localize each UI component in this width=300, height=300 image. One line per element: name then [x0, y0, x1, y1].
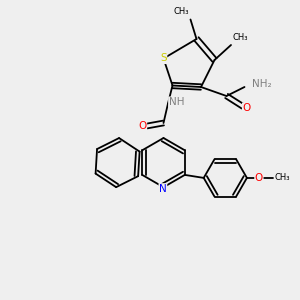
Text: O: O: [242, 103, 251, 113]
Text: O: O: [138, 121, 147, 131]
Text: NH: NH: [169, 97, 184, 107]
Text: CH₃: CH₃: [232, 33, 248, 42]
Text: CH₃: CH₃: [275, 173, 290, 182]
Text: CH₃: CH₃: [173, 8, 189, 16]
Text: NH₂: NH₂: [252, 79, 272, 89]
Text: N: N: [159, 184, 167, 194]
Text: S: S: [160, 53, 167, 64]
Text: O: O: [255, 173, 263, 183]
